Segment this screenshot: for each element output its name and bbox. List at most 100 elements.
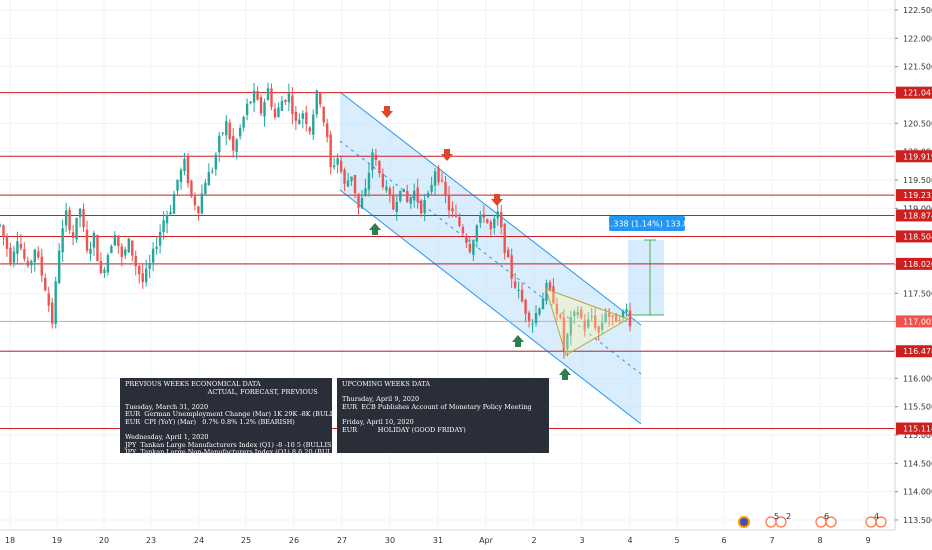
candle-body — [562, 317, 566, 351]
candle-body — [322, 106, 325, 123]
candle-body — [193, 196, 197, 206]
candle-body — [249, 101, 252, 104]
candle-body — [600, 322, 604, 330]
time-tick-label: 4 — [627, 536, 632, 545]
time-tick-label: 31 — [433, 536, 443, 545]
candle-body — [277, 107, 280, 117]
price-tick-label: 117.500 — [903, 289, 932, 298]
up-arrow-icon — [559, 368, 571, 380]
candle-body — [395, 201, 398, 212]
candle-body — [468, 243, 472, 253]
price-tick-label: 119.000 — [903, 204, 932, 213]
candle-body — [120, 246, 124, 257]
candle-body — [162, 220, 165, 233]
measure-tool: 1.338 (1.14%) 133.8 — [606, 216, 688, 316]
candle-body — [461, 226, 465, 234]
candle-body — [583, 320, 586, 330]
candle-body — [238, 127, 242, 137]
candle-body — [423, 200, 426, 214]
candle-body — [37, 251, 40, 258]
candle-body — [593, 315, 597, 328]
previous-week-data-panel: PREVIOUS WEEKS ECONOMICAL DATA ACTUAL, F… — [120, 378, 351, 464]
triangle-shape — [545, 288, 630, 356]
price-tick-label: 113.500 — [903, 516, 932, 525]
candle-body — [186, 156, 190, 184]
level-price-tag — [896, 150, 932, 163]
level-price-tag — [896, 422, 932, 435]
candle-body — [183, 158, 186, 172]
candle-body — [534, 313, 538, 324]
candle-body — [124, 249, 127, 256]
candle-body — [625, 309, 628, 312]
candle-body — [430, 184, 433, 192]
candle-body — [245, 103, 249, 115]
candle-body — [493, 218, 496, 228]
candle-body — [618, 320, 621, 322]
event-count-label: 6 — [824, 512, 829, 521]
level-price-label: 115.114 — [903, 425, 932, 434]
candle-body — [444, 181, 447, 195]
candle-body — [19, 243, 23, 249]
candle-body — [437, 168, 440, 183]
candle-body — [30, 261, 33, 266]
upcoming-panel-line: UPCOMING WEEKS DATA — [342, 380, 431, 388]
upcoming-week-data-panel: UPCOMING WEEKS DATA Thursday, April 9, 20… — [337, 378, 549, 453]
candle-body — [332, 165, 336, 168]
previous-panel-line: EUR German Unemployment Change (Mar) 1K … — [125, 410, 350, 419]
upcoming-panel-line: Thursday, April 9, 2020 — [342, 395, 420, 404]
candle-body — [371, 152, 374, 171]
candle-body — [402, 189, 405, 193]
candle-body — [510, 255, 513, 279]
level-price-label: 119.233 — [903, 191, 932, 200]
candle-body — [287, 93, 291, 103]
event-count-label: 4 — [874, 512, 879, 521]
candle-body — [263, 102, 266, 117]
price-tick-label: 122.500 — [903, 6, 932, 15]
candle-body — [176, 179, 179, 191]
price-tick-label: 115.500 — [903, 403, 932, 412]
candle-body — [280, 100, 284, 111]
candle-body — [472, 240, 475, 255]
candle-body — [2, 225, 5, 237]
candle-body — [392, 194, 395, 210]
candle-body — [364, 188, 367, 195]
price-tick-label: 116.000 — [903, 374, 932, 383]
time-tick-label: 30 — [385, 536, 395, 545]
time-tick-label: 9 — [865, 536, 870, 545]
candles — [0, 82, 632, 359]
candle-body — [151, 248, 155, 263]
current-price-tag — [896, 315, 932, 328]
measure-tooltip-bg — [609, 216, 685, 231]
candle-body — [78, 208, 82, 218]
down-arrow-icon — [491, 194, 503, 206]
time-tick-label: 23 — [146, 536, 156, 545]
candle-body — [524, 299, 527, 314]
time-tick-label: 20 — [99, 536, 109, 545]
candle-body — [409, 197, 412, 204]
candle-body — [440, 180, 444, 182]
price-axis: 122.500122.000121.500121.000120.500120.0… — [894, 0, 932, 530]
candle-body — [141, 273, 144, 283]
candle-body — [211, 170, 214, 172]
candle-body — [357, 193, 360, 208]
candle-body — [329, 134, 332, 167]
candle-body — [552, 286, 555, 304]
candle-body — [374, 154, 378, 160]
candle-body — [103, 269, 106, 274]
candle-body — [482, 214, 486, 218]
candle-body — [207, 172, 211, 186]
candle-body — [607, 312, 611, 317]
candle-body — [85, 229, 89, 251]
candle-body — [604, 312, 607, 322]
candle-body — [489, 221, 492, 230]
time-tick-label: 7 — [769, 536, 774, 545]
candle-body — [378, 161, 381, 174]
time-axis: 18 19 20 23 24 25 26 27 30 31 Apr 2 3 4 5 6 7 8 9 — [0, 529, 895, 545]
previous-panel-line: JPY Tankan Large Manufacturers Index (Q1… — [125, 440, 340, 449]
candle-body — [5, 235, 9, 249]
candle-body — [127, 238, 130, 253]
candle-body — [273, 108, 277, 118]
candle-body — [16, 241, 19, 254]
current-price-label: 117.005 — [903, 317, 932, 326]
